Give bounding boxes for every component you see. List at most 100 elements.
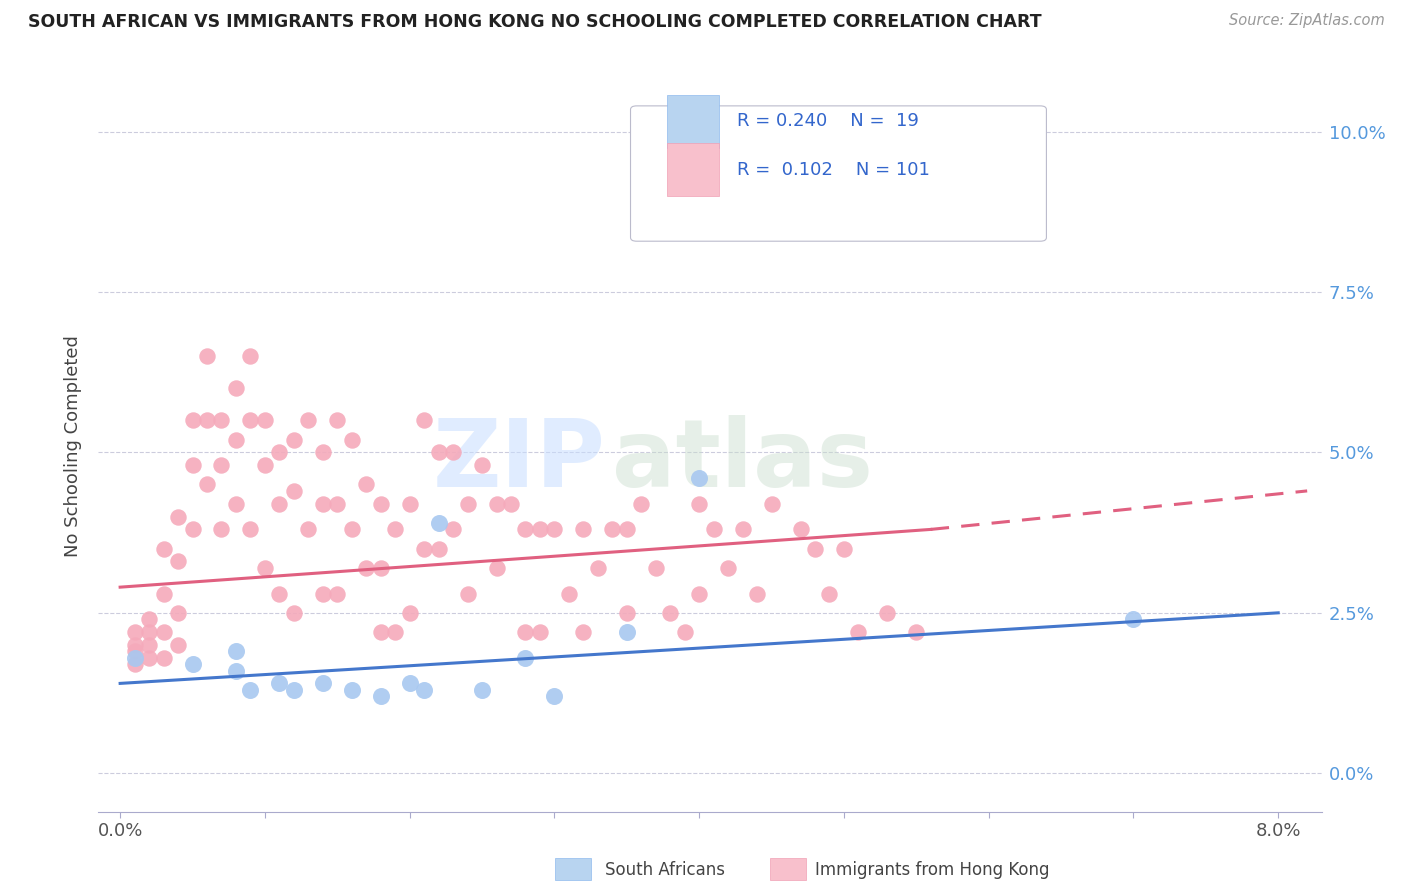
Point [427, 445, 450, 459]
Point [703, 523, 725, 537]
Point [457, 497, 479, 511]
Point [572, 625, 595, 640]
Point [543, 690, 565, 704]
Point [283, 682, 305, 697]
Point [427, 516, 450, 530]
Point [659, 606, 682, 620]
Point [167, 638, 190, 652]
Point [269, 676, 291, 690]
Point [529, 625, 551, 640]
Point [515, 650, 537, 665]
Point [312, 497, 335, 511]
Point [688, 497, 710, 511]
Point [413, 541, 436, 556]
Point [225, 664, 247, 678]
Point [543, 523, 565, 537]
Point [499, 497, 522, 511]
Point [326, 413, 349, 427]
Point [283, 483, 305, 498]
Point [269, 445, 291, 459]
Point [167, 606, 190, 620]
Text: South Africans: South Africans [605, 861, 724, 879]
Point [572, 523, 595, 537]
Point [354, 561, 377, 575]
Point [312, 586, 335, 600]
Point [312, 676, 335, 690]
Point [471, 458, 494, 473]
Point [616, 625, 638, 640]
Point [138, 625, 160, 640]
FancyBboxPatch shape [668, 95, 718, 147]
Point [225, 497, 247, 511]
Point [398, 497, 420, 511]
Point [181, 657, 204, 672]
Point [152, 541, 174, 556]
Point [225, 381, 247, 395]
Point [586, 561, 609, 575]
Point [630, 497, 652, 511]
Point [167, 509, 190, 524]
Text: Source: ZipAtlas.com: Source: ZipAtlas.com [1229, 13, 1385, 29]
Point [340, 682, 363, 697]
FancyBboxPatch shape [630, 106, 1046, 241]
Point [717, 561, 740, 575]
Point [211, 458, 233, 473]
Point [195, 413, 218, 427]
Point [384, 523, 406, 537]
Point [398, 606, 420, 620]
Point [616, 523, 638, 537]
Y-axis label: No Schooling Completed: No Schooling Completed [65, 335, 83, 557]
Point [558, 586, 581, 600]
Point [485, 497, 508, 511]
Point [384, 625, 406, 640]
Point [789, 523, 811, 537]
Point [602, 523, 624, 537]
Point [297, 523, 319, 537]
Point [529, 523, 551, 537]
Point [876, 606, 898, 620]
Point [471, 682, 494, 697]
Point [688, 586, 710, 600]
Point [515, 523, 537, 537]
Point [297, 413, 319, 427]
Text: SOUTH AFRICAN VS IMMIGRANTS FROM HONG KONG NO SCHOOLING COMPLETED CORRELATION CH: SOUTH AFRICAN VS IMMIGRANTS FROM HONG KO… [28, 13, 1042, 31]
Point [253, 561, 276, 575]
Point [413, 682, 436, 697]
Point [124, 657, 146, 672]
Point [138, 612, 160, 626]
Point [1122, 612, 1144, 626]
Point [211, 413, 233, 427]
Point [326, 497, 349, 511]
Point [269, 497, 291, 511]
Point [312, 445, 335, 459]
FancyBboxPatch shape [668, 144, 718, 196]
Point [848, 625, 870, 640]
Point [340, 523, 363, 537]
Point [370, 625, 392, 640]
Point [239, 349, 262, 363]
Point [195, 349, 218, 363]
Point [269, 586, 291, 600]
Point [340, 433, 363, 447]
Point [761, 497, 783, 511]
Point [239, 413, 262, 427]
Point [167, 554, 190, 568]
Point [673, 625, 696, 640]
Point [326, 586, 349, 600]
Point [441, 523, 464, 537]
Point [124, 650, 146, 665]
Point [413, 413, 436, 427]
Text: ZIP: ZIP [433, 415, 606, 507]
Point [905, 625, 928, 640]
Point [370, 497, 392, 511]
Point [124, 644, 146, 658]
Point [832, 541, 855, 556]
Point [124, 638, 146, 652]
Point [253, 458, 276, 473]
Point [804, 541, 827, 556]
Point [239, 523, 262, 537]
Point [354, 477, 377, 491]
Point [745, 586, 768, 600]
Point [398, 676, 420, 690]
Point [283, 433, 305, 447]
